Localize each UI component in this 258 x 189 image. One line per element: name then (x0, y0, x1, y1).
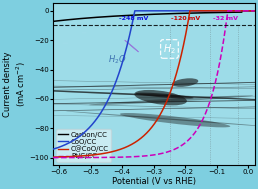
X-axis label: Potential (V vs RHE): Potential (V vs RHE) (112, 177, 196, 186)
Ellipse shape (0, 81, 258, 97)
Ellipse shape (0, 88, 258, 101)
Ellipse shape (0, 95, 258, 108)
Ellipse shape (89, 95, 253, 105)
Text: -120 mV: -120 mV (171, 16, 200, 21)
Ellipse shape (65, 111, 258, 127)
Ellipse shape (136, 93, 194, 99)
Ellipse shape (0, 84, 258, 91)
Ellipse shape (0, 111, 258, 124)
Text: $H_2O$: $H_2O$ (108, 53, 126, 66)
Text: $H_2$: $H_2$ (163, 42, 176, 56)
Ellipse shape (0, 80, 258, 90)
Ellipse shape (0, 78, 258, 86)
Ellipse shape (172, 78, 198, 87)
Ellipse shape (0, 92, 258, 104)
Text: -32 mV: -32 mV (213, 16, 238, 21)
Ellipse shape (0, 88, 258, 102)
Ellipse shape (134, 90, 187, 105)
Ellipse shape (14, 103, 258, 112)
Y-axis label: Current density
(mA cm$^{-2}$): Current density (mA cm$^{-2}$) (3, 51, 28, 117)
PathPatch shape (125, 40, 139, 52)
Legend: Carbon/CC, CoO/CC, C@CoO/CC, Pt/C/CC: Carbon/CC, CoO/CC, C@CoO/CC, Pt/C/CC (56, 129, 111, 161)
Ellipse shape (0, 76, 258, 93)
Ellipse shape (120, 113, 230, 127)
Ellipse shape (0, 101, 258, 118)
Text: -248 mV: -248 mV (118, 16, 148, 21)
